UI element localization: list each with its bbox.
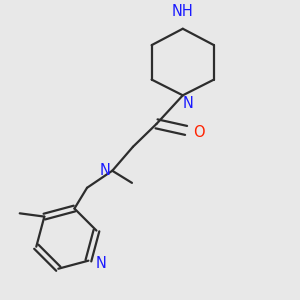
Text: NH: NH xyxy=(172,4,194,19)
Text: N: N xyxy=(96,256,106,271)
Text: N: N xyxy=(100,163,111,178)
Text: N: N xyxy=(183,96,194,111)
Text: O: O xyxy=(193,124,205,140)
